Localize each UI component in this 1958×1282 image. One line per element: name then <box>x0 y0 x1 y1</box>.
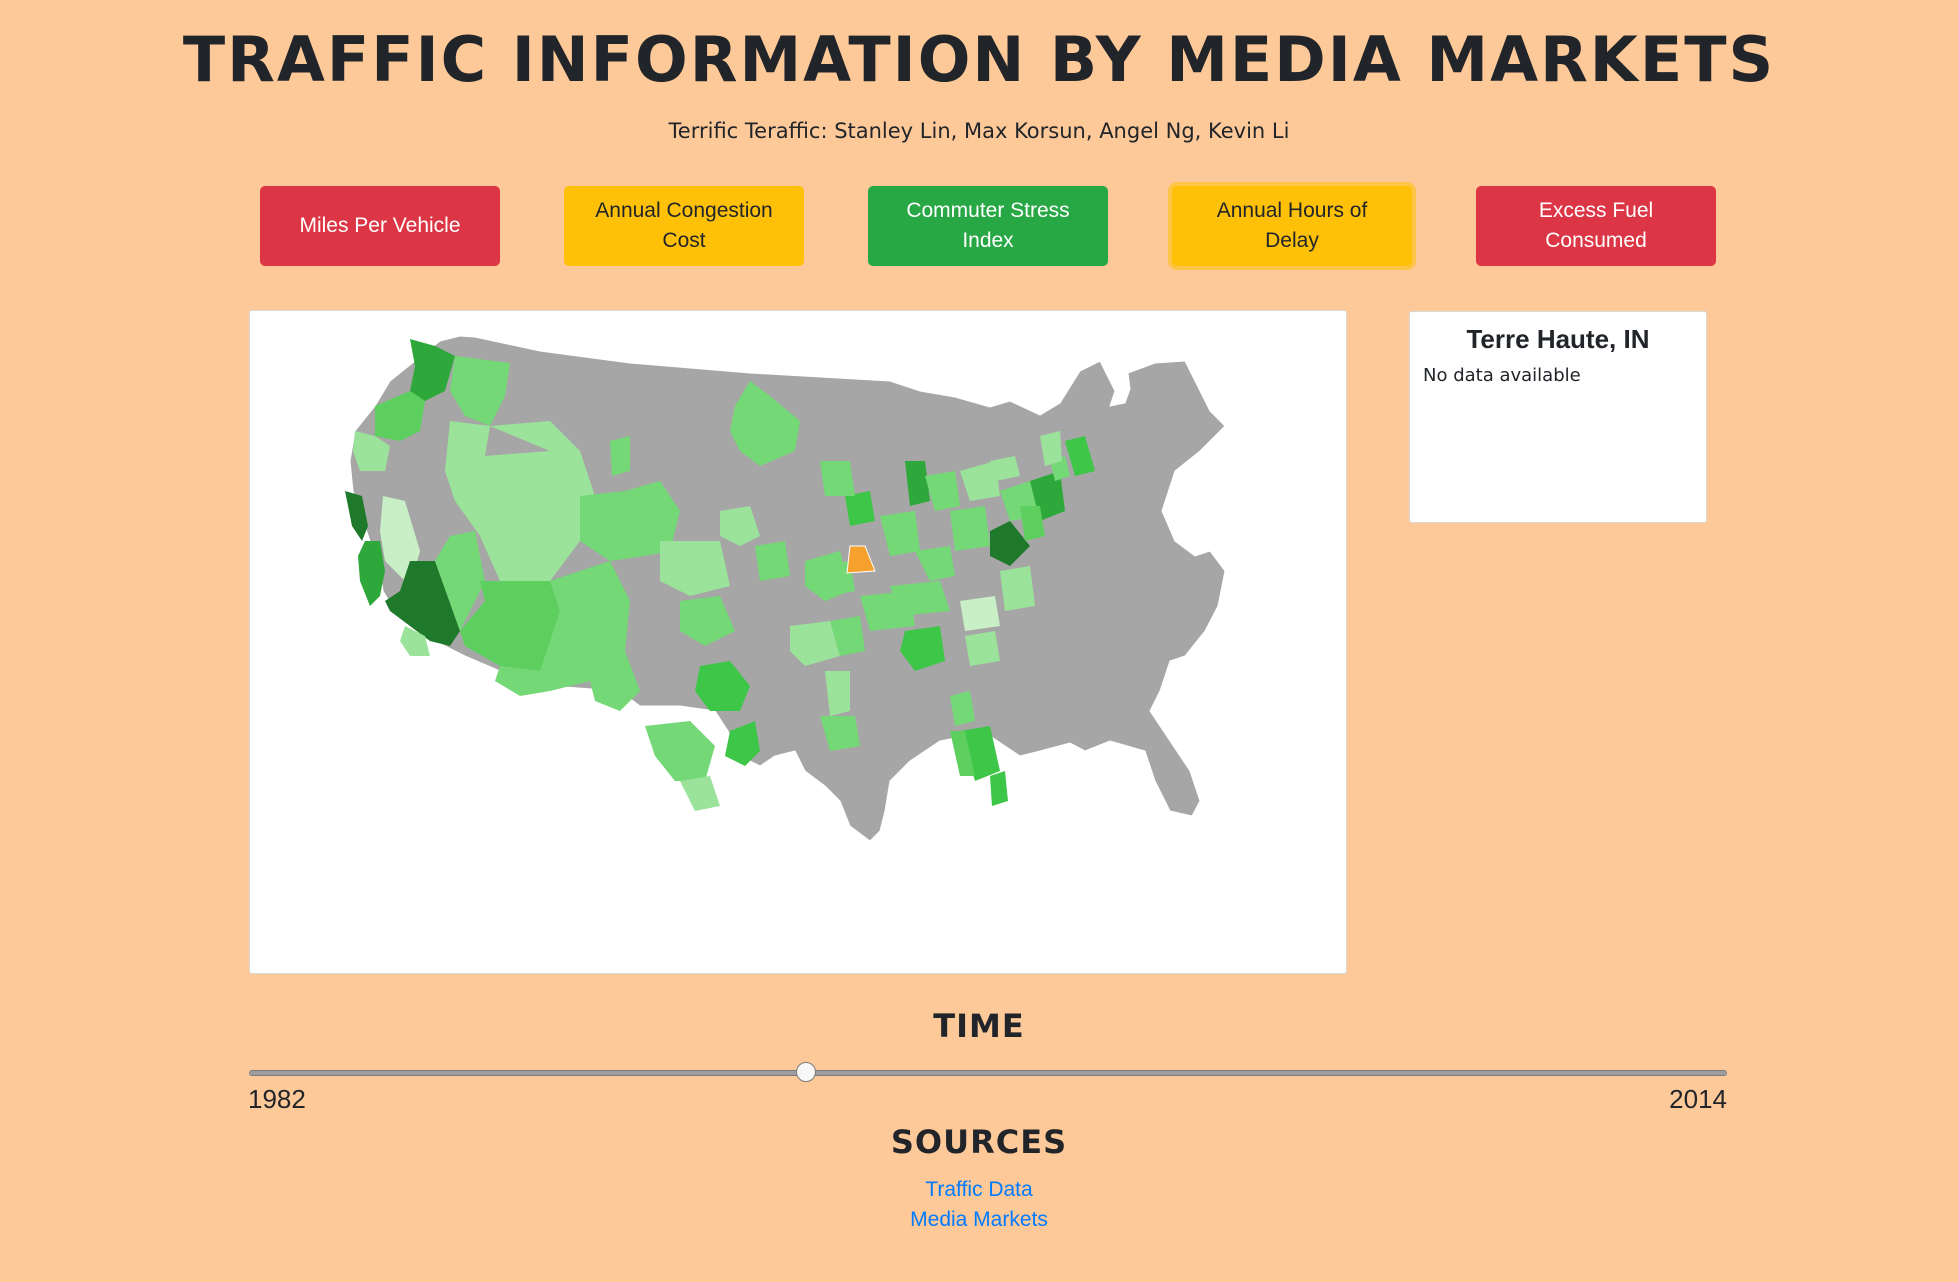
media-markets-link[interactable]: Media Markets <box>910 1208 1048 1231</box>
market-detroit <box>925 471 960 511</box>
market-grand-junction <box>580 491 655 561</box>
market-dc <box>990 521 1030 566</box>
market-phoenix <box>460 581 560 671</box>
market-info-card: Terre Haute, IN No data available <box>1409 311 1707 523</box>
market-tampa <box>950 731 975 776</box>
slider-max-year: 2014 <box>1669 1084 1727 1114</box>
market-la <box>385 561 460 646</box>
market-albuquerque <box>540 561 630 691</box>
market-data-message: No data available <box>1423 365 1581 386</box>
market-columbus <box>950 506 990 551</box>
market-san-diego <box>400 626 430 656</box>
market-jackson <box>825 671 850 716</box>
market-boston <box>1065 436 1095 476</box>
slider-min-year: 1982 <box>248 1084 306 1114</box>
year-slider-thumb[interactable] <box>796 1062 817 1082</box>
market-eugene <box>353 431 390 471</box>
market-wichita <box>660 541 730 596</box>
us-media-market-map <box>249 310 1347 974</box>
traffic-data-link[interactable]: Traffic Data <box>925 1178 1033 1201</box>
market-palm <box>435 531 485 631</box>
market-albany <box>1040 431 1062 466</box>
market-cincinnati <box>915 546 955 581</box>
market-el-paso <box>590 651 640 711</box>
market-corpus <box>680 776 720 811</box>
excess-fuel-consumed-button[interactable]: Excess Fuel Consumed <box>1476 186 1716 266</box>
market-denver-east <box>625 481 680 556</box>
commuter-stress-index-button[interactable]: Commuter Stress Index <box>868 186 1108 266</box>
selected-market-name: Terre Haute, IN <box>1466 324 1650 354</box>
market-grand-rapids <box>905 461 930 506</box>
market-portland <box>375 391 425 441</box>
market-charlotte <box>960 596 1000 631</box>
market-philly <box>1020 506 1045 541</box>
page-title: TRAFFIC INFORMATION BY MEDIA MARKETS <box>182 23 1776 96</box>
market-dallas <box>695 661 750 711</box>
annual-hours-of-delay-button[interactable]: Annual Hours of Delay <box>1172 186 1412 266</box>
time-heading: TIME <box>933 1007 1025 1045</box>
market-little-rock <box>790 621 840 666</box>
market-columbia <box>965 631 1000 666</box>
market-nashville <box>860 591 915 631</box>
market-salt-lake <box>455 451 580 581</box>
market-new-orleans <box>820 716 860 751</box>
market-sacramento <box>358 541 385 606</box>
market-jacksonville <box>950 691 975 726</box>
market-orlando <box>960 726 1000 781</box>
market-houston <box>725 721 760 766</box>
market-seattle <box>410 339 455 401</box>
market-okc <box>680 596 735 646</box>
market-miami <box>990 771 1008 806</box>
market-sioux-falls <box>720 506 760 546</box>
market-spokane <box>450 356 510 426</box>
market-cleveland <box>960 461 1000 501</box>
market-san-antonio <box>645 721 715 781</box>
market-atlanta <box>900 626 945 671</box>
map-canvas <box>345 335 1226 842</box>
year-slider-track[interactable] <box>249 1070 1727 1076</box>
market-indy <box>880 511 920 556</box>
market-terre-haute[interactable] <box>846 545 876 574</box>
market-tucson <box>495 666 550 696</box>
sources-heading: SOURCES <box>890 1123 1068 1161</box>
annual-congestion-cost-button[interactable]: Annual Congestion Cost <box>564 186 804 266</box>
market-rapid-city <box>610 436 630 476</box>
market-kc <box>755 541 790 581</box>
miles-per-vehicle-button[interactable]: Miles Per Vehicle <box>260 186 500 266</box>
market-chicago <box>845 491 875 526</box>
market-memphis <box>830 616 865 656</box>
market-raleigh <box>1000 566 1035 611</box>
market-minneapolis <box>730 381 800 466</box>
market-sf <box>345 491 368 541</box>
page-subtitle: Terrific Teraffic: Stanley Lin, Max Kors… <box>668 119 1290 143</box>
market-buffalo <box>990 456 1020 481</box>
market-denver <box>490 421 595 541</box>
market-milwaukee <box>820 461 855 496</box>
market-springfield <box>820 561 855 596</box>
